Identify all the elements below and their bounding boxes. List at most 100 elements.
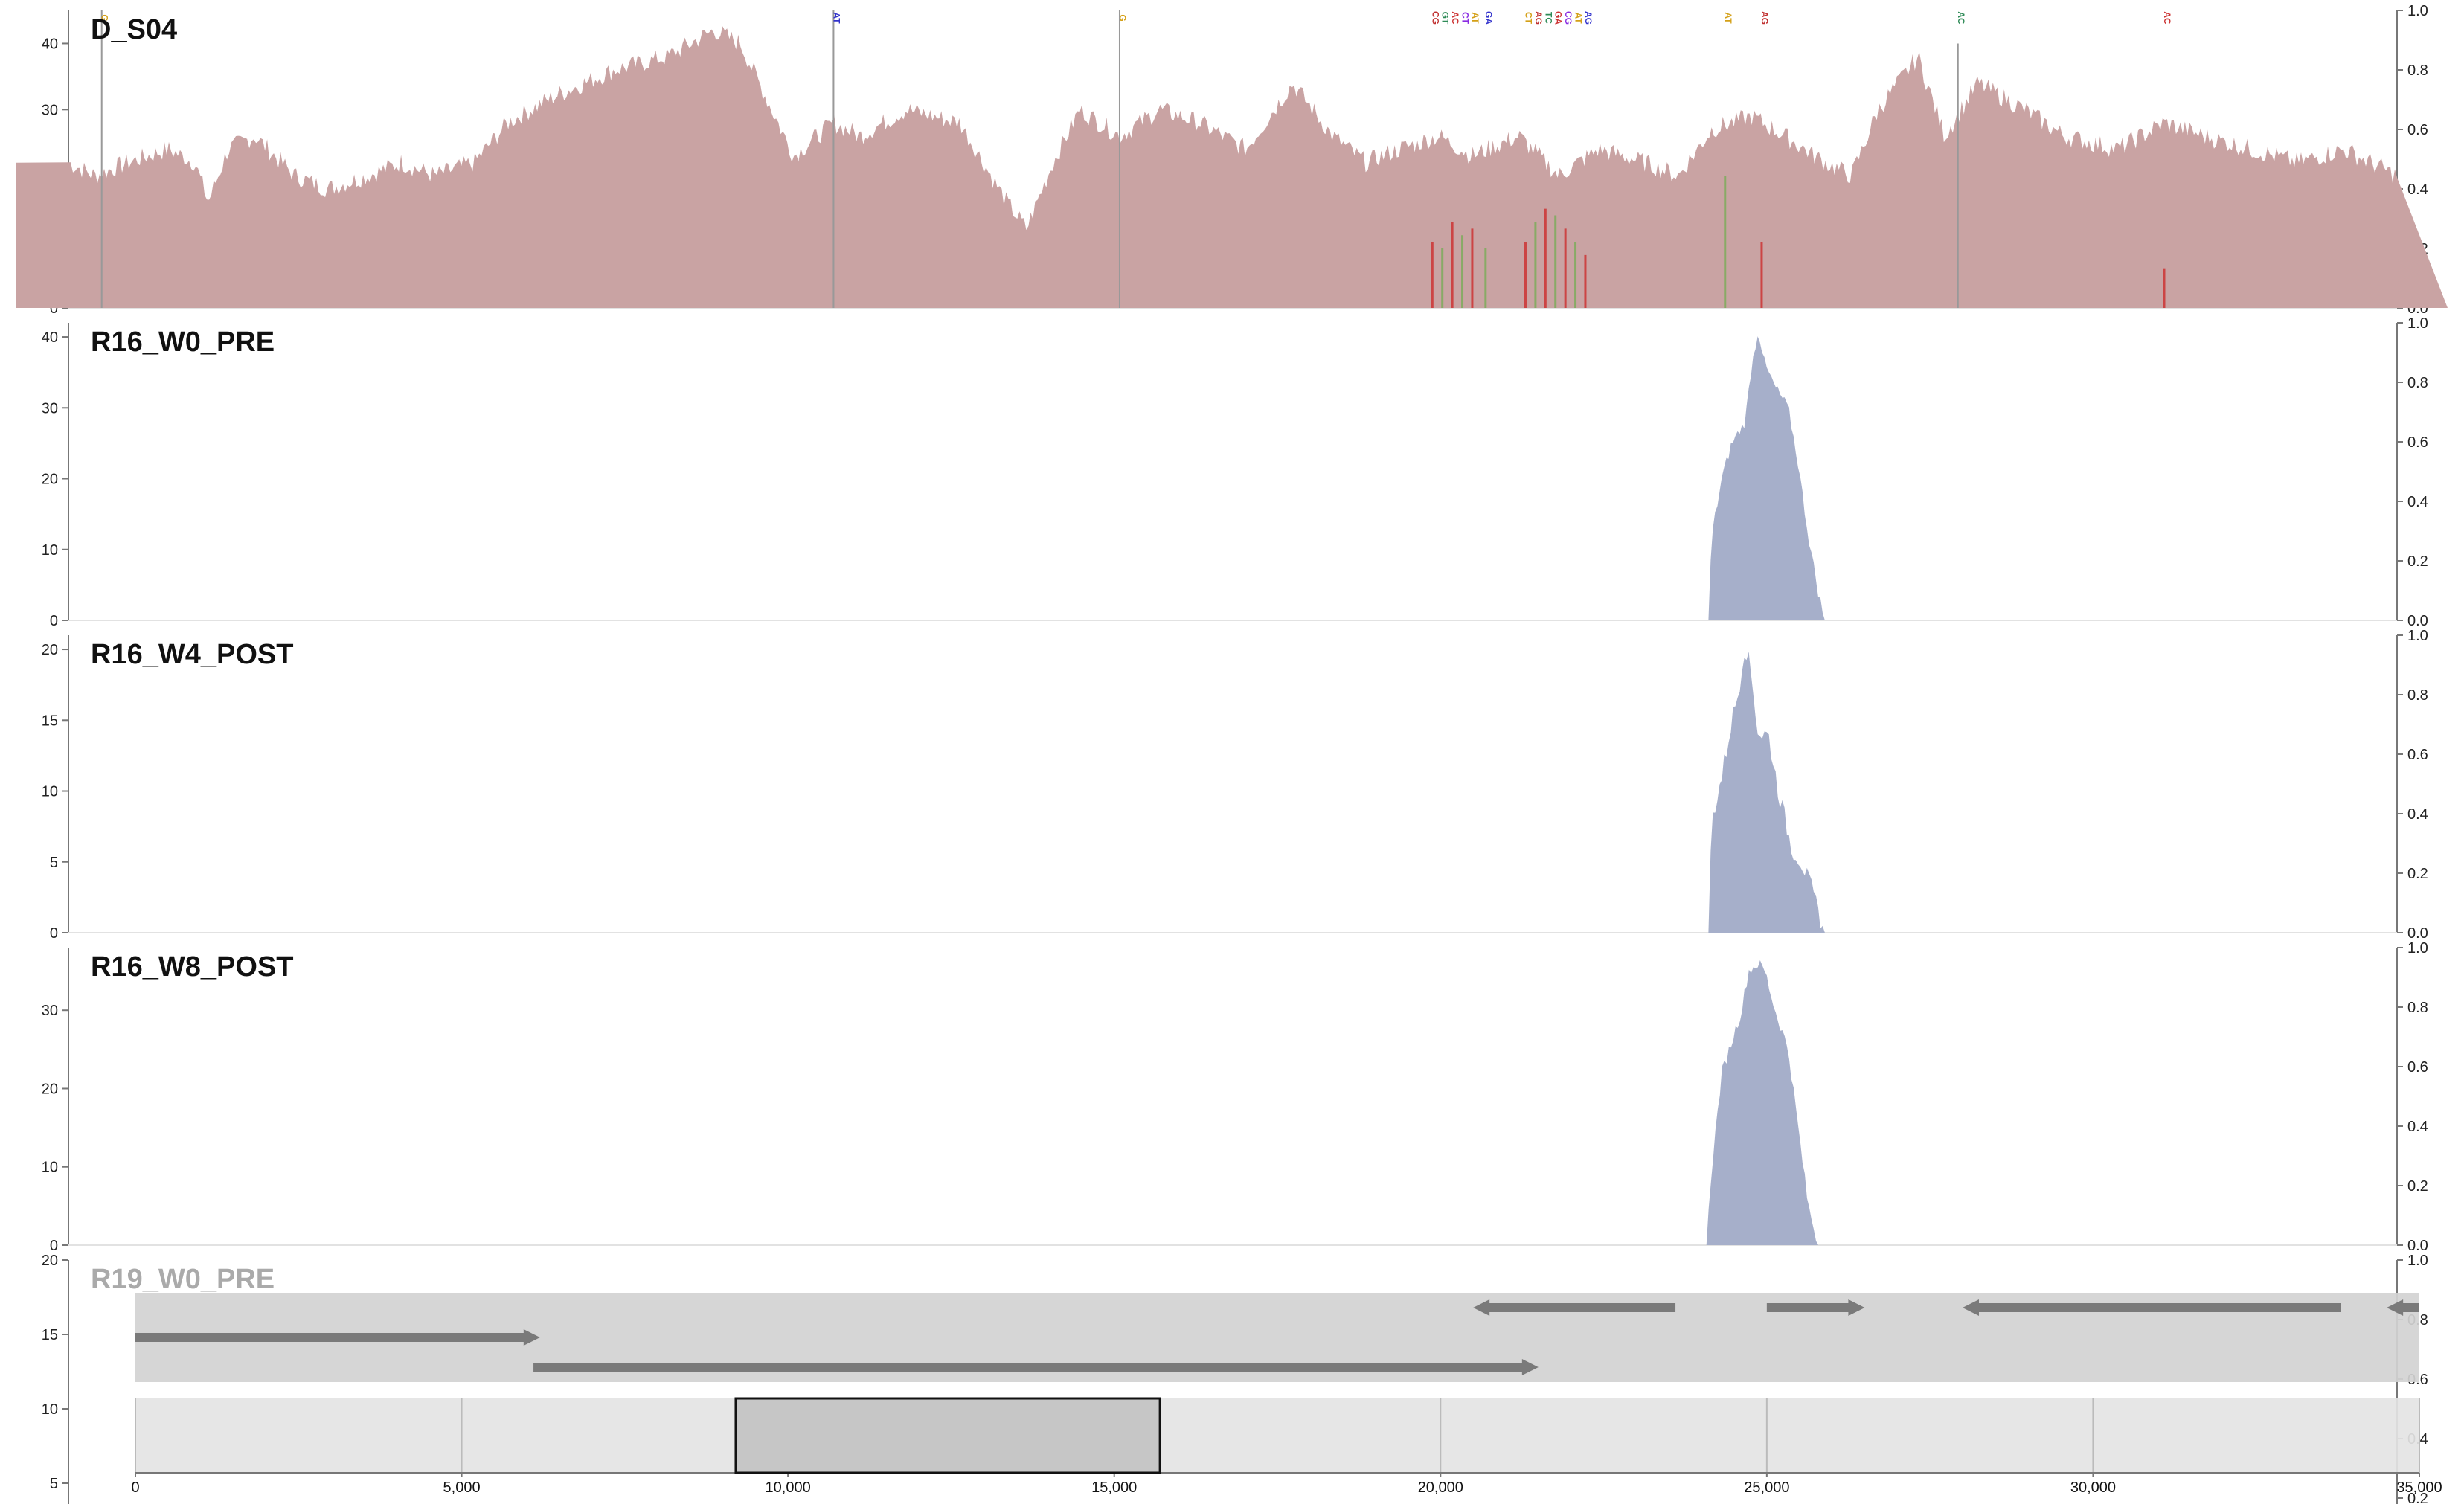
right-tick-label: 0.8	[2407, 1000, 2428, 1016]
range-navigator[interactable]: 0 5,000 10,000 15,000 20,000 25,000 30,000 35,0…	[131, 1397, 2442, 1496]
variant-marker[interactable]: G	[1117, 10, 1128, 308]
left-tick-label: 15	[42, 713, 58, 729]
navigator-selection-window[interactable]	[734, 1397, 1161, 1474]
left-tick-label: 20	[42, 472, 58, 488]
right-tick-label: 0.6	[2407, 434, 2428, 451]
right-tick-label: 0.2	[2407, 1178, 2428, 1195]
navigator-tick-label: 30,000	[2070, 1479, 2116, 1496]
track-title: R16_W8_POST	[91, 951, 293, 983]
variant-label: GT	[1440, 12, 1451, 25]
right-tick-label: 0.0	[2407, 1238, 2428, 1254]
right-tick-label: 0.4	[2407, 181, 2428, 198]
right-tick-label: 0.4	[2407, 494, 2428, 510]
left-tick-label: 5	[50, 855, 58, 871]
coverage-track-r16-w4-post: 0 5 10 15 20 0.0 0.2 0.4 0.6 0.8 1.0 R16_W4_POST	[42, 628, 2428, 942]
track-title: R19_W0_PRE	[91, 1264, 275, 1295]
left-tick-label: 0	[50, 1238, 58, 1254]
variant-marker[interactable]: AC	[2162, 11, 2172, 308]
variant-marker[interactable]: AT	[831, 10, 841, 308]
variant-marker[interactable]: AG	[1533, 11, 1544, 308]
right-tick-label: 0.8	[2407, 62, 2428, 79]
right-tick-label: 0.6	[2407, 747, 2428, 763]
coverage-track-r16-w0-pre: 0 10 20 30 40 0.0 0.2 0.4 0.6 0.8 1.0 R16_W0_PRE	[42, 315, 2428, 629]
left-tick-label: 30	[42, 102, 58, 118]
variant-label: AG	[1583, 11, 1594, 25]
right-tick-label: 0.2	[2407, 866, 2428, 882]
variant-label: G	[100, 14, 110, 21]
variant-label: AG	[1759, 11, 1770, 25]
right-tick-label: 0.2	[2407, 1491, 2428, 1504]
gene-annotation-panel	[135, 1293, 2419, 1382]
gene-feature[interactable]	[1766, 1299, 1865, 1316]
left-tick-label: 5	[50, 1476, 58, 1492]
gene-arrow	[1963, 1299, 2341, 1316]
variant-marker[interactable]: CT	[1460, 12, 1471, 308]
variant-label: GA	[1553, 11, 1564, 25]
gene-arrow	[135, 1329, 540, 1346]
variant-marker[interactable]: GT	[1440, 12, 1451, 308]
coverage-area	[1708, 652, 1825, 933]
variant-marker[interactable]: AT	[1573, 12, 1584, 308]
variant-marker[interactable]: TC	[1543, 12, 1553, 308]
variant-marker[interactable]: AG	[1583, 11, 1594, 308]
gene-feature[interactable]	[533, 1359, 1539, 1375]
gene-arrow	[533, 1359, 1539, 1375]
track-title: D_S04	[91, 14, 177, 45]
right-tick-label: 0.4	[2407, 1119, 2428, 1135]
variant-marker[interactable]: AG	[1759, 11, 1770, 308]
left-tick-label: 0	[50, 925, 58, 942]
variant-label: CG	[1430, 11, 1440, 25]
right-tick-label: 0.2	[2407, 553, 2428, 570]
right-tick-label: 0.4	[2407, 806, 2428, 823]
track-title: R16_W4_POST	[91, 639, 293, 670]
gene-feature[interactable]	[1473, 1299, 1676, 1316]
variant-label: CG	[1563, 11, 1573, 25]
left-tick-label: 10	[42, 784, 58, 800]
variant-marker[interactable]: AT	[1723, 12, 1733, 308]
coverage-area	[16, 26, 2448, 309]
track-title: R16_W0_PRE	[91, 327, 275, 358]
variant-marker[interactable]: AC	[1956, 11, 1966, 308]
gene-arrow	[2387, 1299, 2419, 1316]
variant-label: CT	[1523, 12, 1533, 25]
coverage-track-r16-w8-post: 0 10 20 30 0.0 0.2 0.4 0.6 0.8 1.0 R16_W8_POST	[42, 940, 2428, 1254]
navigator-tick-label: 0	[131, 1479, 139, 1496]
gene-feature[interactable]	[1963, 1299, 2341, 1316]
variant-marker[interactable]: CG	[1563, 11, 1573, 308]
left-tick-label: 40	[42, 330, 58, 346]
variant-marker[interactable]: CG	[1430, 11, 1440, 308]
left-tick-label: 0	[50, 613, 58, 629]
variant-marker[interactable]: GA	[1483, 11, 1494, 308]
right-tick-label: 0.6	[2407, 1059, 2428, 1076]
right-tick-label: 0.0	[2407, 925, 2428, 942]
variant-label: AT	[1723, 12, 1733, 24]
left-tick-label: 10	[42, 1401, 58, 1418]
left-tick-label: 15	[42, 1327, 58, 1343]
navigator-tick-label: 20,000	[1418, 1479, 1463, 1496]
variant-label: AC	[1956, 11, 1966, 25]
gene-feature[interactable]	[135, 1329, 540, 1346]
left-tick-label: 30	[42, 1003, 58, 1019]
right-tick-label: 1.0	[2407, 315, 2428, 332]
variant-marker[interactable]: AT	[1470, 12, 1480, 308]
variant-label: AT	[831, 12, 841, 24]
variant-marker[interactable]: GA	[1553, 11, 1564, 308]
right-tick-label: 0.0	[2407, 613, 2428, 629]
variant-marker[interactable]: AC	[1450, 11, 1460, 308]
right-tick-label: 1.0	[2407, 1253, 2428, 1269]
left-tick-label: 10	[42, 1160, 58, 1176]
variant-marker[interactable]: G	[100, 10, 110, 308]
left-tick-label: 30	[42, 400, 58, 417]
navigator-tick-label: 10,000	[766, 1479, 811, 1496]
variant-label: CT	[1460, 12, 1471, 25]
variant-label: AC	[2162, 11, 2172, 25]
right-tick-label: 0.8	[2407, 687, 2428, 704]
right-tick-label: 1.0	[2407, 628, 2428, 644]
navigator-tick-label: 5,000	[443, 1479, 481, 1496]
variant-label: GA	[1483, 11, 1494, 25]
gene-feature[interactable]	[2387, 1299, 2419, 1316]
right-tick-label: 0.8	[2407, 375, 2428, 391]
right-tick-label: 1.0	[2407, 3, 2428, 19]
variant-marker[interactable]: CT	[1523, 12, 1533, 308]
